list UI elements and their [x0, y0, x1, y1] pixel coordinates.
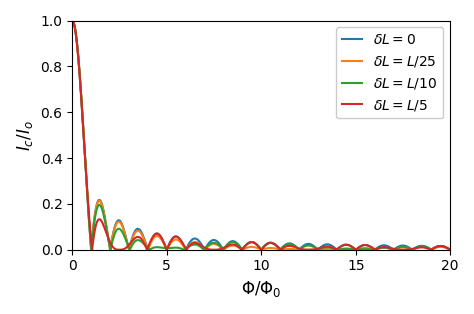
Line: $\delta L = 0$: $\delta L = 0$ [72, 20, 450, 250]
$\delta L = 0$ [296, 248, 302, 252]
$\delta L = L/10$ [214, 242, 219, 246]
Legend: $\delta L = 0$, $\delta L = L/25$, $\delta L = L/10$, $\delta L = L/5$: $\delta L = 0$, $\delta L = L/25$, $\del… [336, 27, 443, 118]
$\delta L = L/5$ [214, 248, 219, 252]
$\delta L = L/25$ [69, 19, 75, 22]
$\delta L = 0$ [69, 19, 75, 22]
$\delta L = L/10$ [315, 247, 321, 251]
$\delta L = L/25$ [315, 248, 321, 252]
$\delta L = 0$ [351, 247, 357, 251]
$\delta L = L/10$ [447, 248, 453, 252]
$\delta L = 0$ [214, 239, 219, 243]
$\delta L = L/10$ [69, 19, 75, 22]
$\delta L = L/25$ [380, 246, 386, 250]
$\delta L = L/10$ [296, 247, 302, 251]
$\delta L = L/5$ [351, 247, 357, 251]
$\delta L = L/5$ [138, 237, 144, 241]
X-axis label: $\Phi/\Phi_0$: $\Phi/\Phi_0$ [241, 279, 282, 299]
$\delta L = L/5$ [69, 19, 75, 22]
$\delta L = L/25$ [447, 248, 453, 252]
$\delta L = L/5$ [315, 247, 321, 251]
Line: $\delta L = L/10$: $\delta L = L/10$ [72, 20, 450, 250]
Y-axis label: $I_c/I_o$: $I_c/I_o$ [15, 120, 35, 150]
$\delta L = L/25$ [306, 248, 311, 252]
$\delta L = L/25$ [296, 247, 302, 251]
$\delta L = 0$ [138, 230, 144, 233]
Line: $\delta L = L/5$: $\delta L = L/5$ [72, 20, 450, 250]
$\delta L = L/10$ [351, 247, 357, 251]
$\delta L = 0$ [315, 248, 321, 252]
$\delta L = L/10$ [138, 239, 144, 243]
$\delta L = L/5$ [447, 248, 453, 252]
$\delta L = 0$ [380, 243, 386, 247]
$\delta L = L/25$ [214, 243, 219, 246]
$\delta L = L/25$ [138, 231, 144, 235]
Line: $\delta L = L/25$: $\delta L = L/25$ [72, 20, 450, 250]
$\delta L = 0$ [447, 248, 453, 252]
$\delta L = L/5$ [296, 246, 302, 250]
$\delta L = L/10$ [380, 246, 386, 250]
$\delta L = L/25$ [352, 248, 357, 252]
$\delta L = L/5$ [380, 245, 386, 249]
